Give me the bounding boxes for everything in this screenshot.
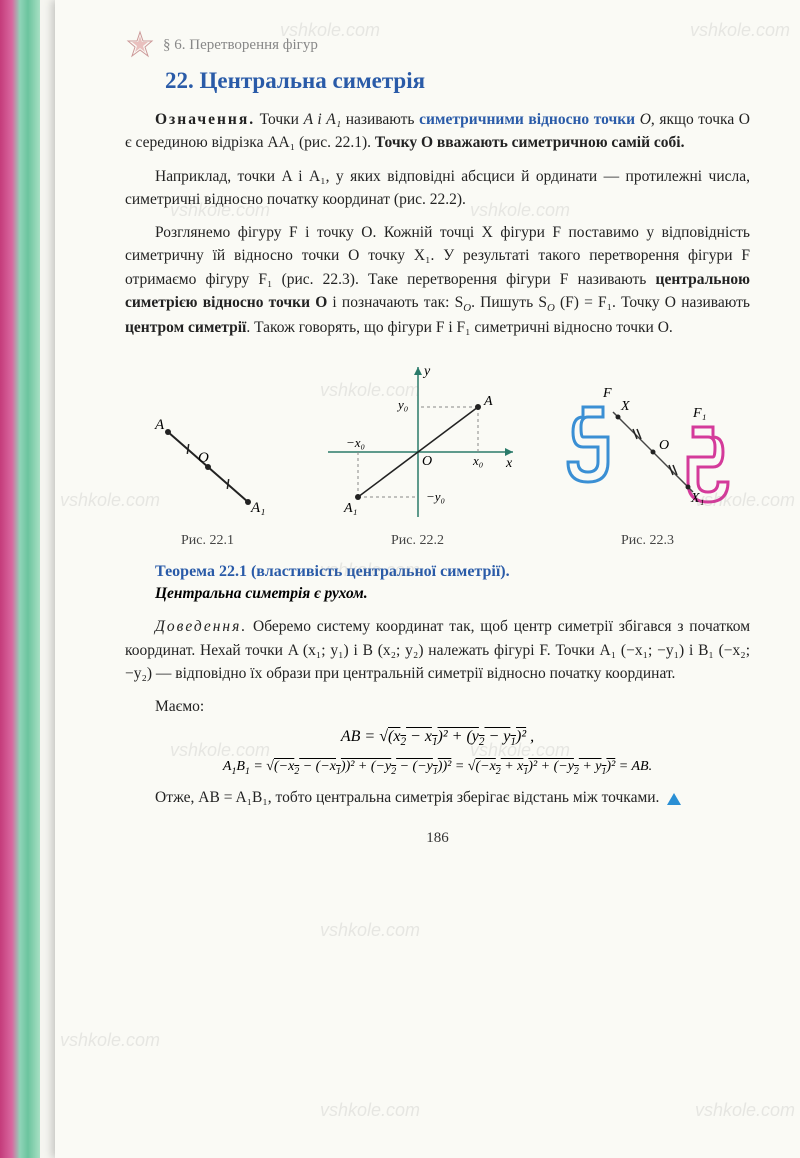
svg-text:y₀: y₀ xyxy=(396,397,408,412)
definition-term: симетричними відносно точки xyxy=(419,111,635,128)
svg-text:A₁: A₁ xyxy=(250,500,265,516)
theorem-statement: Центральна симетрія є рухом. xyxy=(125,585,750,603)
textbook-page: § 6. Перетворення фігур 22. Центральна с… xyxy=(55,0,800,1158)
definition-label: Означення. xyxy=(155,111,255,128)
formula-ab: AB = √(x2 − x1)² + (y2 − y1)² , xyxy=(125,728,750,748)
chapter-star-icon xyxy=(125,30,155,60)
proof-label: Доведення. xyxy=(155,618,247,635)
svg-text:−y₀: −y₀ xyxy=(426,489,445,504)
svg-text:X₁: X₁ xyxy=(690,491,704,506)
figure-22-3: F X F₁ O X₁ Рис. 22.3 xyxy=(563,377,733,549)
proof-paragraph-1: Доведення. Оберемо систему координат так… xyxy=(125,615,750,685)
svg-text:x: x xyxy=(505,456,513,471)
figure-22-2: A A₁ O x₀ −x₀ y₀ −y₀ y x Рис. 22.2 xyxy=(308,357,528,549)
fig3-svg: F X F₁ O X₁ xyxy=(563,377,733,527)
figures-row: A O A₁ Рис. 22.1 xyxy=(125,357,750,549)
example-paragraph: Наприклад, точки A і A₁, у яких відповід… xyxy=(125,165,750,212)
proof-paragraph-2: Маємо: xyxy=(125,695,750,718)
section-header: § 6. Перетворення фігур xyxy=(125,30,750,60)
fig3-caption: Рис. 22.3 xyxy=(621,533,674,549)
svg-text:A: A xyxy=(483,394,493,409)
explanation-paragraph: Розглянемо фігуру F і точку O. Кожній то… xyxy=(125,221,750,339)
section-label: § 6. Перетворення фігур xyxy=(163,37,318,54)
fig2-caption: Рис. 22.2 xyxy=(391,533,444,549)
fig1-caption: Рис. 22.1 xyxy=(181,533,234,549)
theorem-title: Теорема 22.1 (властивість центральної си… xyxy=(155,563,750,581)
svg-text:X: X xyxy=(620,399,630,414)
svg-text:F₁: F₁ xyxy=(692,406,706,421)
topic-title: 22. Центральна симетрія xyxy=(165,68,750,94)
svg-text:x₀: x₀ xyxy=(472,453,483,468)
formula-a1b1: A1B1 = √(−x2 − (−x1))² + (−y2 − (−y1))² … xyxy=(125,759,750,777)
svg-text:O: O xyxy=(198,450,209,466)
svg-text:O: O xyxy=(422,454,432,469)
svg-text:O: O xyxy=(659,438,669,453)
svg-text:y: y xyxy=(422,364,431,379)
conclusion-paragraph: Отже, AB = A₁B₁, тобто центральна симетр… xyxy=(125,786,750,809)
svg-text:A: A xyxy=(154,417,165,433)
definition-paragraph: Означення. Точки A і A₁ називають симетр… xyxy=(125,108,750,155)
qed-icon xyxy=(667,793,681,805)
page-number: 186 xyxy=(125,830,750,847)
svg-text:−x₀: −x₀ xyxy=(346,435,365,450)
svg-text:F: F xyxy=(602,386,612,401)
figure-22-1: A O A₁ Рис. 22.1 xyxy=(143,407,273,549)
fig1-svg: A O A₁ xyxy=(143,407,273,527)
fig2-svg: A A₁ O x₀ −x₀ y₀ −y₀ y x xyxy=(308,357,528,527)
book-spine-edge xyxy=(0,0,40,1158)
svg-text:A₁: A₁ xyxy=(343,501,357,516)
